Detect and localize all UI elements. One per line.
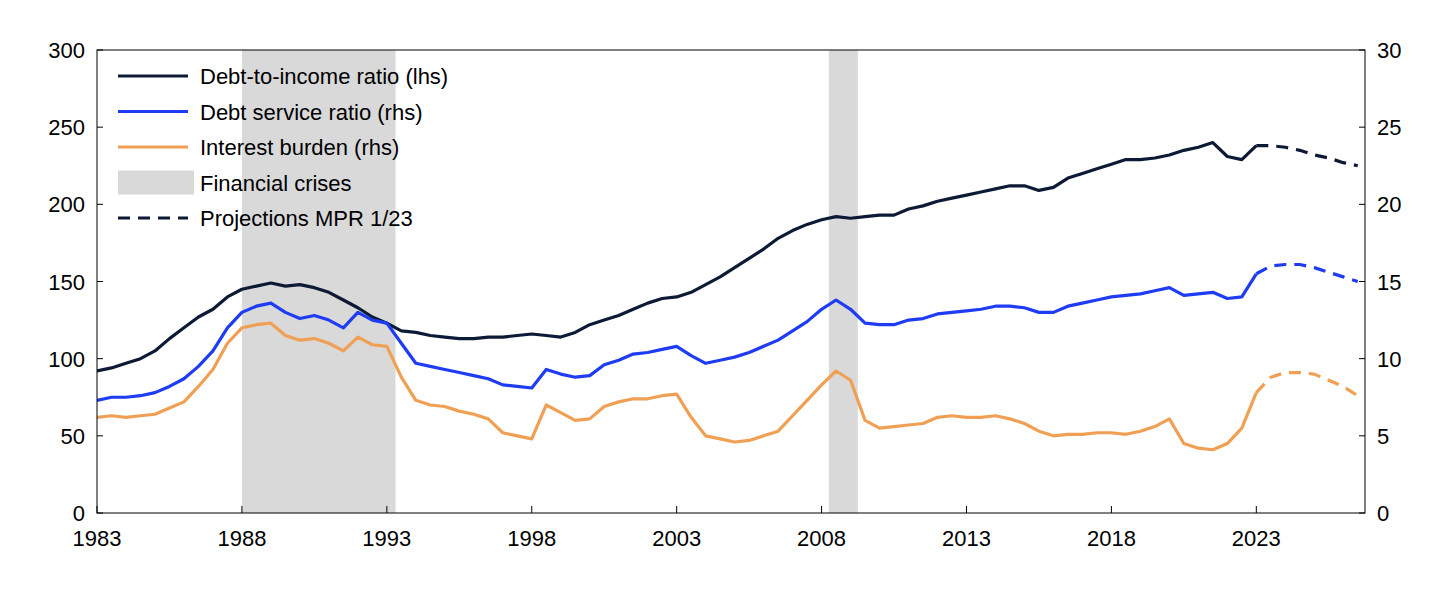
y-tick (97, 204, 103, 205)
x-tick (1256, 506, 1257, 513)
y-tick (97, 50, 103, 51)
y2-tick-label: 20 (1377, 192, 1401, 217)
legend-swatch (118, 171, 194, 195)
plot-area (97, 50, 1358, 513)
legend-label: Debt-to-income ratio (lhs) (200, 64, 448, 89)
y2-tick-label: 25 (1377, 115, 1401, 140)
y-tick-label: 100 (48, 347, 85, 372)
y2-tick-label: 5 (1377, 424, 1389, 449)
y-tick-label: 300 (48, 38, 85, 63)
legend-swatch (118, 145, 188, 148)
series-line (1256, 146, 1357, 166)
y2-tick-label: 10 (1377, 347, 1401, 372)
x-tick-label: 2008 (797, 526, 846, 551)
x-tick-label: 2003 (652, 526, 701, 551)
y2-tick-label: 0 (1377, 501, 1389, 526)
x-tick-label: 2013 (942, 526, 991, 551)
legend-label: Projections MPR 1/23 (200, 206, 413, 231)
x-tick (97, 506, 98, 513)
legend-label: Interest burden (rhs) (200, 135, 399, 160)
x-tick-label: 2023 (1232, 526, 1281, 551)
x-tick (241, 506, 242, 513)
y2-tick (1359, 50, 1365, 51)
series-line (97, 274, 1256, 401)
y2-tick-label: 15 (1377, 270, 1401, 295)
series-line (97, 143, 1256, 371)
x-tick (821, 506, 822, 513)
legend-label: Debt service ratio (rhs) (200, 100, 423, 125)
y-tick-label: 250 (48, 115, 85, 140)
x-tick (1111, 506, 1112, 513)
y2-tick-label: 30 (1377, 38, 1401, 63)
y2-tick (1359, 281, 1365, 282)
series-line (1256, 265, 1357, 282)
y-tick-label: 200 (48, 192, 85, 217)
y-tick (97, 127, 103, 128)
chart: 0 50 100 150 200 250 300 0 5 10 15 20 25 30 1983 1988 19… (0, 0, 1445, 596)
legend-swatch (118, 110, 188, 113)
x-tick-label: 1983 (73, 526, 122, 551)
y-tick-label: 150 (48, 270, 85, 295)
x-tick-label: 1993 (362, 526, 411, 551)
legend-label: Financial crises (200, 171, 352, 196)
y2-tick (1359, 127, 1365, 128)
x-tick-label: 1998 (507, 526, 556, 551)
y2-tick (1359, 435, 1365, 436)
y-tick (97, 281, 103, 282)
series-line (1256, 373, 1357, 396)
x-tick-label: 1988 (217, 526, 266, 551)
x-tick (386, 506, 387, 513)
y2-tick (1359, 358, 1365, 359)
series-line (97, 323, 1256, 450)
crisis-band (829, 50, 858, 513)
y-tick (97, 358, 103, 359)
legend-swatch (118, 216, 188, 219)
x-tick-label: 2018 (1087, 526, 1136, 551)
x-tick (676, 506, 677, 513)
y-tick-label: 0 (73, 501, 85, 526)
y2-tick (1359, 204, 1365, 205)
y-tick (97, 513, 103, 514)
y-tick (97, 435, 103, 436)
x-tick (966, 506, 967, 513)
plot-frame (97, 50, 1365, 513)
legend-swatch (118, 74, 188, 77)
y2-tick (1359, 513, 1365, 514)
y-tick-label: 50 (61, 424, 85, 449)
x-tick (531, 506, 532, 513)
